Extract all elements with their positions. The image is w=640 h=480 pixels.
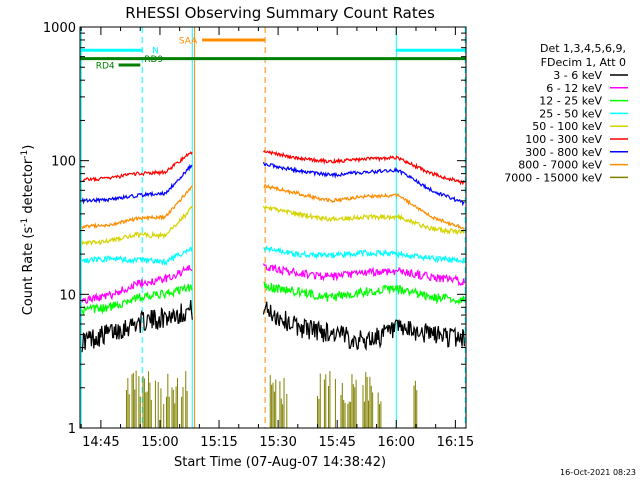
legend-entry: 300 - 800 keV bbox=[525, 146, 602, 159]
chart-title: RHESSI Observing Summary Count Rates bbox=[125, 4, 435, 22]
x-tick-label: 16:15 bbox=[437, 435, 474, 450]
svg-text:Count Rate (s-1 detector-1): Count Rate (s-1 detector-1) bbox=[20, 145, 36, 316]
y-tick-label: 1000 bbox=[43, 21, 76, 36]
y-tick-label: 1 bbox=[68, 422, 76, 437]
x-tick-label: 15:30 bbox=[259, 435, 296, 450]
interval-label: RD9 bbox=[144, 55, 163, 65]
series-line bbox=[81, 163, 193, 205]
legend-header: Det 1,3,4,5,6,9, bbox=[540, 42, 626, 55]
y-tick-label: 100 bbox=[51, 155, 76, 170]
x-axis-label: Start Time (07-Aug-07 14:38:42) bbox=[174, 455, 386, 470]
series-line bbox=[263, 183, 465, 230]
plot-frame bbox=[79, 26, 467, 429]
series-line bbox=[81, 184, 193, 231]
series-line bbox=[263, 149, 465, 186]
series-line bbox=[262, 204, 465, 236]
series-line bbox=[81, 205, 193, 246]
series-line bbox=[262, 263, 465, 287]
x-tick-label: 15:45 bbox=[318, 435, 355, 450]
x-tick-label: 14:45 bbox=[82, 435, 119, 450]
y-axis-label-part: -1 bbox=[20, 218, 30, 227]
legend-header: FDecim 1, Att 0 bbox=[541, 56, 626, 69]
interval-label: RD4 bbox=[96, 61, 115, 71]
x-tick-label: 15:00 bbox=[141, 435, 178, 450]
y-axis-label-part: -1 bbox=[20, 150, 30, 159]
legend-entry: 12 - 25 keV bbox=[539, 95, 602, 108]
legend-entry: 25 - 50 keV bbox=[539, 107, 602, 120]
y-tick-label: 10 bbox=[59, 288, 76, 303]
legend: Det 1,3,4,5,6,9, FDecim 1, Att 0 3 - 6 k… bbox=[504, 42, 628, 184]
series-line bbox=[262, 301, 465, 352]
time-markers bbox=[80, 27, 466, 428]
series-line bbox=[81, 264, 193, 305]
legend-entry: 6 - 12 keV bbox=[546, 82, 602, 95]
y-axis-label-part: Count Rate (s bbox=[21, 227, 36, 316]
series-line bbox=[263, 245, 465, 264]
x-tick-label: 15:15 bbox=[200, 435, 237, 450]
series-group bbox=[81, 149, 465, 428]
series-line bbox=[81, 300, 193, 353]
interval-bars: N SAA RD9 RD4 bbox=[80, 36, 466, 71]
legend-entry: 7000 - 15000 keV bbox=[504, 171, 602, 184]
interval-label: N bbox=[152, 47, 159, 57]
legend-entry: 800 - 7000 keV bbox=[518, 159, 602, 172]
legend-entry: 3 - 6 keV bbox=[553, 69, 602, 82]
y-axis-label-part: ) bbox=[21, 145, 36, 150]
series-line bbox=[263, 281, 465, 306]
y-axis-label-part: detector bbox=[21, 158, 36, 218]
axes: 14:45 15:00 15:15 15:30 15:45 16:00 16:15 1 10 10… bbox=[43, 21, 474, 450]
series-line bbox=[262, 161, 465, 207]
x-tick-label: 16:00 bbox=[378, 435, 415, 450]
y-axis-label: Count Rate (s-1 detector-1) bbox=[20, 145, 36, 316]
series-line bbox=[82, 151, 193, 183]
legend-entry: 50 - 100 keV bbox=[532, 120, 602, 133]
series-line bbox=[81, 283, 193, 315]
interval-label: SAA bbox=[179, 36, 198, 46]
series-line bbox=[81, 246, 193, 267]
legend-entry: 100 - 300 keV bbox=[525, 133, 602, 146]
footer-timestamp: 16-Oct-2021 08:23 bbox=[560, 468, 636, 477]
